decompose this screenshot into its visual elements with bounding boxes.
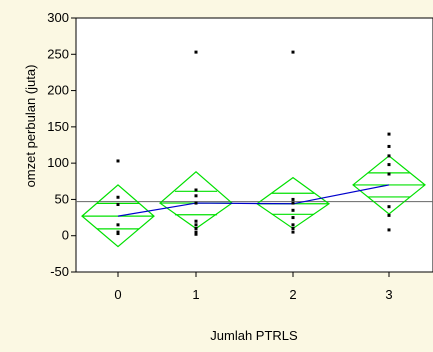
plot-area <box>75 17 433 273</box>
data-point <box>194 201 198 205</box>
data-point <box>194 232 198 236</box>
data-point <box>387 172 391 176</box>
y-tick-label: 300 <box>47 10 69 25</box>
data-point <box>194 223 198 227</box>
data-point <box>194 50 198 54</box>
data-point <box>291 226 295 230</box>
data-point <box>194 219 198 223</box>
x-tick-label: 0 <box>114 287 121 302</box>
data-point <box>387 132 391 136</box>
data-point <box>291 201 295 205</box>
data-point <box>291 223 295 227</box>
data-point <box>291 50 295 54</box>
y-axis-title: omzet perbulan (juta) <box>23 65 38 188</box>
x-axis-title: Jumlah PTRLS <box>210 328 298 343</box>
data-point <box>387 205 391 209</box>
data-point <box>194 226 198 230</box>
data-point <box>291 216 295 220</box>
means-connect-line <box>117 184 390 217</box>
x-axis: 0 1 2 3 <box>114 272 393 302</box>
data-point <box>291 230 295 234</box>
data-point <box>291 197 295 201</box>
x-tick-label: 3 <box>385 287 392 302</box>
data-point <box>194 194 198 198</box>
data-point <box>387 213 391 217</box>
data-point <box>387 154 391 158</box>
data-point <box>387 163 391 167</box>
data-point <box>116 223 120 227</box>
data-point <box>291 208 295 212</box>
y-tick-label: 200 <box>47 83 69 98</box>
data-point <box>116 232 120 236</box>
y-tick-label: 250 <box>47 46 69 61</box>
x-tick-label: 1 <box>192 287 199 302</box>
data-point <box>116 195 120 199</box>
data-point <box>194 188 198 192</box>
y-tick-label: 150 <box>47 119 69 134</box>
means-layer <box>117 184 390 217</box>
points-layer <box>116 50 391 236</box>
data-point <box>194 230 198 234</box>
y-tick-label: 0 <box>62 228 69 243</box>
y-axis: -50 0 50 100 150 200 250 300 <box>47 10 76 279</box>
x-tick-label: 2 <box>289 287 296 302</box>
data-point <box>116 203 120 207</box>
data-point <box>116 159 120 163</box>
data-point <box>387 144 391 148</box>
data-point <box>387 228 391 232</box>
y-tick-label: 50 <box>55 191 69 206</box>
y-tick-label: 100 <box>47 155 69 170</box>
y-tick-label: -50 <box>50 264 69 279</box>
